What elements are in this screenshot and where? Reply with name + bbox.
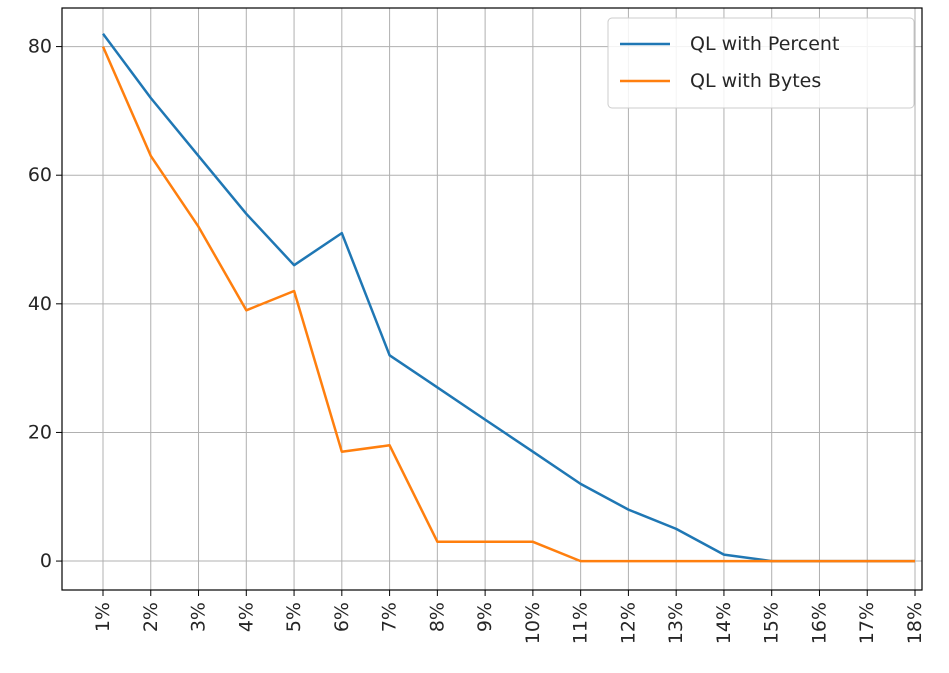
- x-tick-label: 13%: [665, 602, 687, 644]
- plot-area-frame: [61, 7, 923, 591]
- series-lines: [101, 32, 915, 563]
- y-tick-label: 60: [28, 164, 52, 186]
- y-tick-label: 0: [40, 550, 52, 572]
- x-tick-label: 11%: [570, 602, 592, 644]
- x-tick-label: 15%: [761, 602, 783, 644]
- legend-label-2: QL with Bytes: [690, 70, 821, 92]
- x-axis: 1% 2% 3% 4% 5% 6% 7% 8% 9% 10% 11% 12% 13% 14% 15% 16% 1…: [92, 590, 926, 644]
- x-tick-label: 5%: [283, 602, 305, 632]
- series-line-1: [101, 32, 915, 563]
- x-tick-label: 12%: [617, 602, 639, 644]
- series-line-2: [101, 46, 915, 563]
- x-tick-label: 2%: [140, 602, 162, 632]
- x-tick-label: 14%: [713, 602, 735, 644]
- x-tick-label: 8%: [426, 602, 448, 632]
- legend: QL with Percent QL with Bytes: [607, 17, 915, 109]
- x-tick-label: 9%: [474, 602, 496, 632]
- y-axis: 0 20 40 60 80: [28, 36, 62, 572]
- x-tick-label: 6%: [331, 602, 353, 632]
- x-tick-label: 4%: [235, 602, 257, 632]
- x-tick-label: 10%: [522, 602, 544, 644]
- x-tick-label: 16%: [808, 602, 830, 644]
- y-tick-label: 80: [28, 36, 52, 58]
- legend-label-1: QL with Percent: [690, 33, 839, 55]
- x-tick-label: 1%: [92, 602, 114, 632]
- y-tick-label: 20: [28, 421, 52, 443]
- x-tick-label: 3%: [188, 602, 210, 632]
- x-tick-label: 7%: [379, 602, 401, 632]
- y-tick-label: 40: [28, 293, 52, 315]
- x-tick-label: 17%: [856, 602, 878, 644]
- legend-box: [607, 17, 915, 109]
- x-tick-label: 18%: [904, 602, 926, 644]
